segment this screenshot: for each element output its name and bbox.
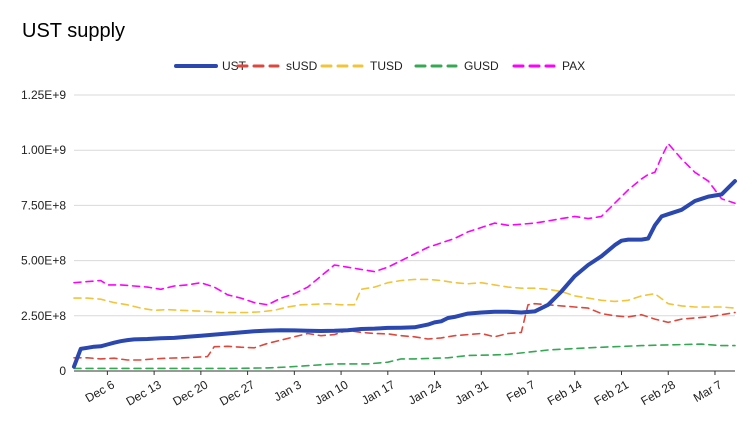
x-tick-label: Feb 14 bbox=[545, 377, 585, 408]
x-tick-label: Dec 27 bbox=[217, 377, 257, 408]
series-lines bbox=[72, 142, 737, 370]
series-line-pax bbox=[73, 142, 736, 306]
x-tick-label: Jan 3 bbox=[271, 377, 304, 404]
series-line-susd bbox=[73, 302, 736, 361]
x-tick-label: Feb 28 bbox=[638, 377, 678, 408]
legend-label-ust: UST bbox=[222, 59, 247, 73]
legend-label-gusd: GUSD bbox=[464, 59, 499, 73]
gridlines bbox=[74, 94, 735, 372]
y-tick-label: 2.50E+8 bbox=[21, 309, 66, 323]
x-tick-label: Mar 7 bbox=[691, 377, 725, 405]
x-tick-label: Jan 31 bbox=[453, 377, 491, 407]
x-tick-label: Dec 6 bbox=[83, 377, 117, 405]
y-tick-label: 1.25E+9 bbox=[21, 88, 66, 102]
legend-label-pax: PAX bbox=[562, 59, 585, 73]
y-tick-label: 0 bbox=[59, 364, 66, 378]
x-tick-label: Feb 7 bbox=[504, 377, 538, 405]
legend: UST sUSD TUSD GUSD PAX bbox=[174, 59, 585, 73]
series-line-gusd bbox=[73, 343, 736, 370]
legend-label-susd: sUSD bbox=[286, 59, 318, 73]
y-tick-label: 1.00E+9 bbox=[21, 143, 66, 157]
x-axis-ticks: Dec 6 Dec 13 Dec 20 Dec 27 Jan 3 Jan 10 Jan 17… bbox=[83, 371, 725, 409]
y-tick-label: 7.50E+8 bbox=[21, 198, 66, 212]
x-tick-label: Jan 17 bbox=[359, 377, 397, 407]
series-line-tusd bbox=[73, 278, 736, 314]
x-tick-label: Jan 24 bbox=[406, 377, 444, 407]
x-tick-label: Feb 21 bbox=[592, 377, 632, 408]
legend-label-tusd: TUSD bbox=[370, 59, 403, 73]
y-axis-ticks: 0 2.50E+8 5.00E+8 7.50E+8 1.00E+9 1.25E+9 bbox=[21, 88, 66, 378]
x-tick-label: Dec 13 bbox=[124, 377, 164, 408]
x-tick-label: Dec 20 bbox=[170, 377, 210, 408]
chart-title: UST supply bbox=[22, 20, 126, 42]
x-tick-label: Jan 10 bbox=[312, 377, 350, 407]
y-tick-label: 5.00E+8 bbox=[21, 254, 66, 268]
series-line-ust bbox=[72, 179, 737, 369]
